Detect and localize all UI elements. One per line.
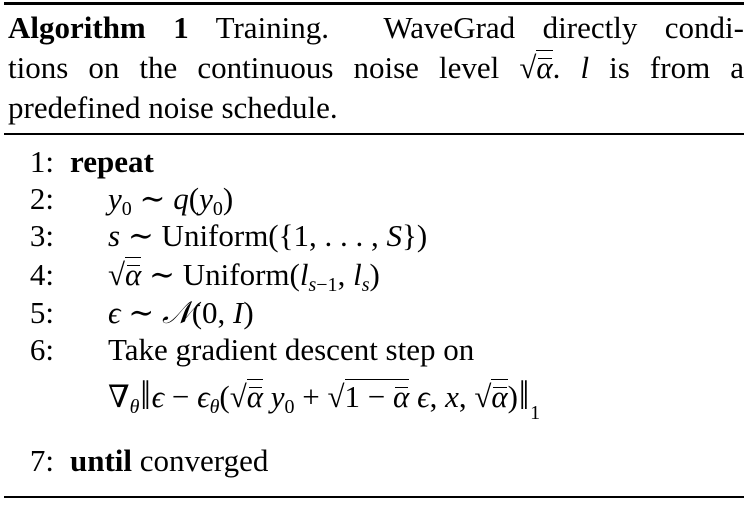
line-number: 3:: [29, 218, 54, 253]
algo-line-6-math: ∇θ‖ϵ − ϵθ(√α y0 + √1 − α ϵ, x, √α)‖1: [0, 372, 749, 424]
caption-period: .: [552, 50, 581, 85]
algo-line-3: 3: s ∼ Uniform({1, . . . , S}): [0, 218, 749, 254]
keyword-until: until: [70, 443, 133, 478]
math-sample-epsilon: ϵ ∼ 𝒩(0, I): [108, 295, 254, 331]
line-number: 7:: [29, 443, 54, 478]
gradient-step-text: Take gradient descent step on: [108, 332, 475, 367]
caption-line-3: predefined noise schedule.: [8, 90, 338, 125]
until-condition: converged: [139, 443, 269, 478]
algo-line-5: 5: ϵ ∼ 𝒩(0, I): [0, 295, 749, 331]
algo-line-7: 7: until converged: [0, 443, 749, 479]
caption-line-2: tions on the continuous noise level √α. …: [8, 48, 744, 88]
sqrt-alpha-bar: √α: [519, 50, 553, 85]
bottom-rule: [4, 496, 744, 498]
algorithm-title: Training.: [215, 10, 330, 45]
mid-rule: [4, 133, 744, 135]
math-sample-s: s ∼ Uniform({1, . . . , S}): [108, 218, 428, 253]
caption-line-1: Algorithm 1 Training. WaveGrad directly …: [8, 8, 744, 48]
line-number: 4:: [29, 257, 54, 292]
gradient-expression: ∇θ‖ϵ − ϵθ(√α y0 + √1 − α ϵ, x, √α)‖1: [108, 372, 541, 424]
math-sample-y0: y0 ∼ q(y0): [108, 181, 234, 220]
algo-line-2: 2: y0 ∼ q(y0): [0, 181, 749, 220]
line-number: 1:: [29, 144, 54, 179]
algo-line-6: 6: Take gradient descent step on: [0, 332, 749, 368]
until-statement: until converged: [70, 443, 268, 479]
math-sample-alpha: √α ∼ Uniform(ls−1, ls): [108, 257, 380, 296]
algorithm-label: Algorithm 1: [8, 10, 189, 45]
l-variable: l: [580, 50, 590, 85]
caption-text-2: tions on the continuous noise level: [8, 50, 500, 85]
top-rule: [4, 2, 744, 5]
algorithm-caption: Algorithm 1 Training. WaveGrad directly …: [8, 8, 744, 128]
line-number: 2:: [29, 181, 54, 216]
keyword-repeat: repeat: [70, 144, 154, 179]
caption-text-3: is from a: [589, 50, 745, 85]
algo-line-4: 4: √α ∼ Uniform(ls−1, ls): [0, 257, 749, 296]
line-number: 5:: [29, 295, 54, 330]
algo-line-1: 1: repeat: [0, 144, 749, 180]
line-number: 6:: [29, 332, 54, 367]
caption-text-1: WaveGrad directly condi-: [383, 10, 744, 45]
